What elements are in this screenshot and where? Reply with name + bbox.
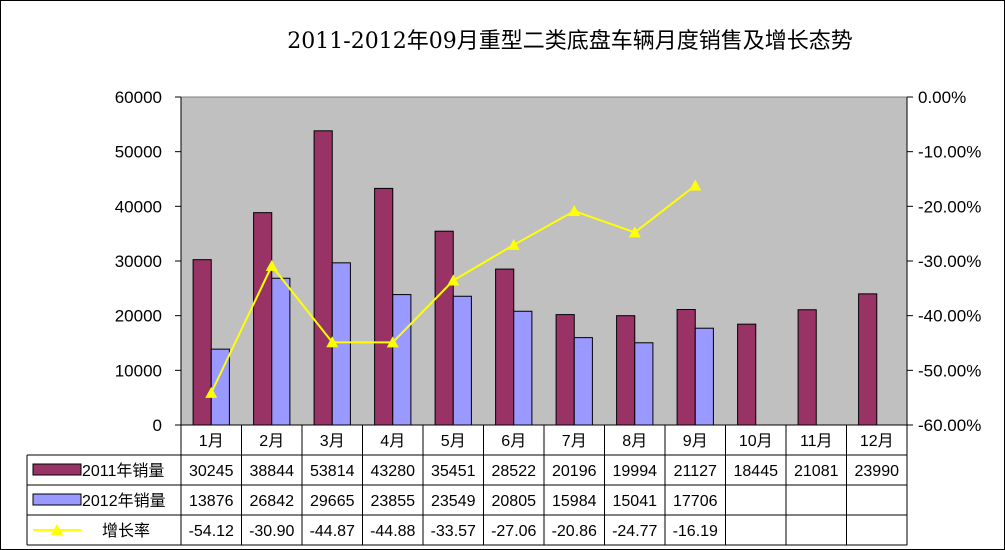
- table-cell: -30.90: [249, 523, 294, 540]
- table-cell: 21127: [674, 463, 717, 480]
- table-cell: -54.12: [189, 523, 234, 540]
- right-tick-label: -40.00%: [918, 307, 981, 326]
- right-tick-label: -30.00%: [918, 252, 981, 271]
- left-tick-label: 20000: [115, 307, 162, 326]
- bar-2011: [858, 293, 878, 426]
- left-tick-label: 30000: [115, 252, 162, 271]
- legend-label: 2012年销量: [82, 492, 166, 510]
- table-cell: -20.86: [552, 523, 597, 540]
- bar-2012: [573, 337, 593, 426]
- growth-marker: [568, 205, 581, 217]
- right-tick-label: -60.00%: [918, 416, 981, 435]
- table-cell: -16.19: [673, 523, 718, 540]
- category-label: 3月: [320, 433, 345, 450]
- bar-2011: [374, 187, 394, 426]
- bar-2011: [676, 309, 696, 426]
- bar-2012: [694, 327, 714, 426]
- left-tick-label: 60000: [115, 88, 162, 107]
- growth-marker: [447, 274, 460, 286]
- growth-marker: [628, 226, 641, 238]
- left-tick-label: 0: [153, 416, 162, 435]
- left-tick-label: 40000: [115, 197, 162, 216]
- bar-2011: [313, 130, 333, 426]
- growth-marker: [265, 259, 278, 271]
- table-cell: 28522: [492, 463, 537, 480]
- bar-2011: [797, 309, 817, 426]
- bar-2011: [192, 259, 212, 426]
- bar-2011: [434, 230, 454, 426]
- legend-key-marker: [51, 524, 63, 535]
- table-cell: 19994: [613, 463, 658, 480]
- legend-key-1: [32, 493, 82, 506]
- table-cell: -24.77: [612, 523, 657, 540]
- right-tick-label: 0.00%: [918, 88, 966, 107]
- bar-2012: [452, 295, 472, 426]
- growth-marker: [326, 336, 339, 348]
- left-tick-label: 50000: [115, 143, 162, 162]
- table-cell: -27.06: [491, 523, 536, 540]
- table-cell: -33.57: [431, 523, 476, 540]
- table-cell: 21081: [794, 463, 839, 480]
- table-cell: 20805: [492, 493, 537, 510]
- category-label: 6月: [501, 433, 526, 450]
- right-tick-label: -50.00%: [918, 361, 981, 380]
- category-label: 4月: [380, 433, 405, 450]
- table-cell: 18445: [734, 463, 779, 480]
- category-label: 7月: [562, 433, 587, 450]
- bar-2011: [253, 212, 273, 426]
- table-cell: -44.87: [310, 523, 355, 540]
- category-label: 10月: [739, 433, 773, 450]
- left-tick-label: 10000: [115, 361, 162, 380]
- table-cell: 53814: [310, 463, 355, 480]
- category-label: 2月: [259, 433, 284, 450]
- table-cell: 23549: [431, 493, 476, 510]
- growth-marker: [205, 386, 218, 398]
- table-cell: 43280: [371, 463, 416, 480]
- table-cell: 13876: [189, 493, 234, 510]
- bar-2012: [513, 310, 533, 426]
- right-tick-label: -20.00%: [918, 197, 981, 216]
- category-label: 11月: [800, 433, 833, 450]
- growth-marker: [386, 336, 399, 348]
- legend-label: 2011年销量: [82, 462, 164, 480]
- chart-title: 2011-2012年09月重型二类底盘车辆月度销售及增长态势: [287, 29, 852, 54]
- table-cell: -44.88: [370, 523, 415, 540]
- category-label: 5月: [441, 433, 466, 450]
- table-cell: 15984: [552, 493, 597, 510]
- table-cell: 15041: [613, 493, 658, 510]
- table-cell: 30245: [189, 463, 234, 480]
- table-cell: 17706: [673, 493, 718, 510]
- table-cell: 26842: [250, 493, 295, 510]
- bar-2011: [737, 323, 757, 426]
- bar-2012: [271, 277, 291, 426]
- bar-2011: [555, 314, 575, 426]
- bar-2012: [392, 294, 412, 426]
- legend-label: 增长率: [102, 522, 150, 540]
- bar-2011: [495, 268, 515, 426]
- right-tick-label: -10.00%: [918, 143, 981, 162]
- growth-marker: [689, 179, 702, 191]
- category-label: 12月: [860, 433, 894, 450]
- table-cell: 23855: [371, 493, 416, 510]
- growth-marker: [507, 238, 520, 250]
- table-cell: 20196: [552, 463, 597, 480]
- category-label: 1月: [199, 433, 224, 450]
- table-cell: 23990: [855, 463, 900, 480]
- table-cell: 35451: [431, 463, 476, 480]
- table-cell: 29665: [310, 493, 355, 510]
- category-label: 9月: [683, 433, 708, 450]
- table-cell: 38844: [250, 463, 295, 480]
- bar-2012: [634, 342, 654, 426]
- category-label: 8月: [622, 433, 647, 450]
- plot-area: [180, 96, 908, 426]
- bar-2011: [616, 315, 636, 426]
- legend-key-0: [32, 463, 82, 476]
